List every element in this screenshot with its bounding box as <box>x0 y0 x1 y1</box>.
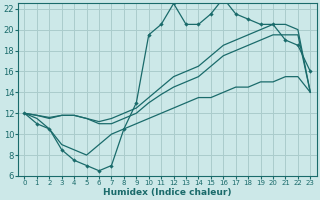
X-axis label: Humidex (Indice chaleur): Humidex (Indice chaleur) <box>103 188 232 197</box>
